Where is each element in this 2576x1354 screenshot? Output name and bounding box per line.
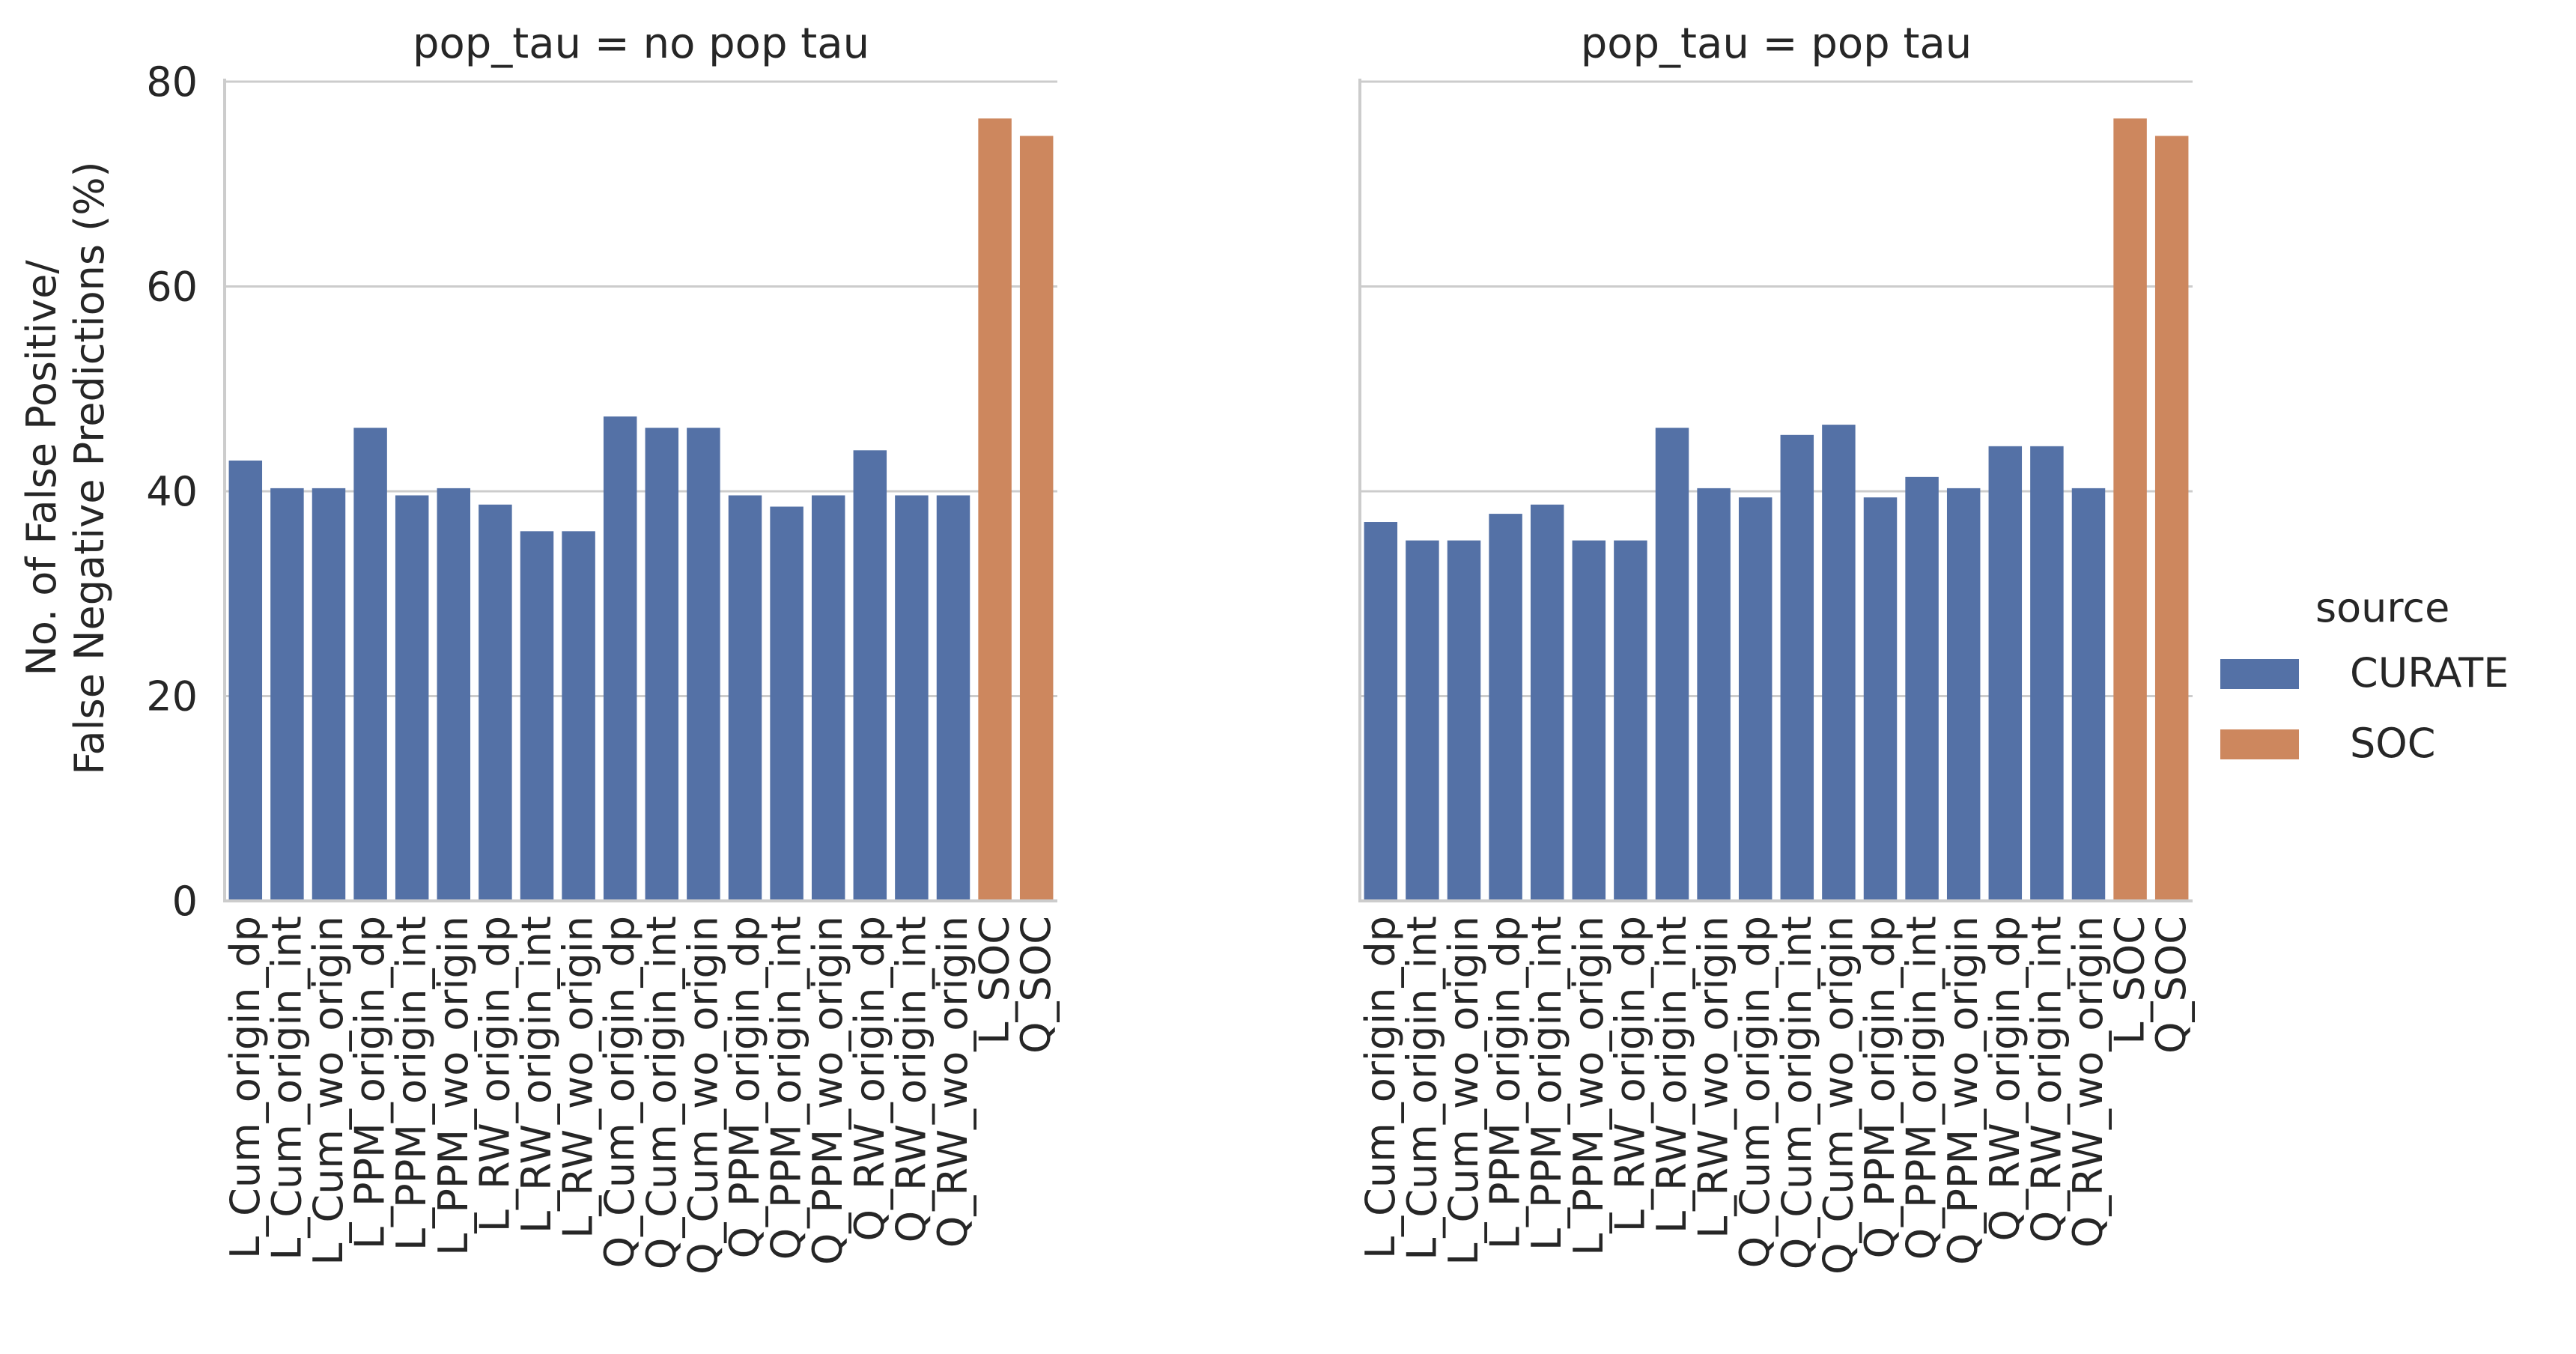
x-tick-label-L_PPM_wo_origin: L_PPM_wo_origin [1565, 916, 1612, 1256]
legend-swatch-soc [2220, 729, 2299, 759]
legend-label-soc: SOC [2350, 720, 2436, 767]
bar-L_PPM_origin_int [1530, 504, 1564, 901]
bar-Q_Cum_wo_origin [687, 428, 720, 901]
x-tick-label-Q_RW_origin_int: Q_RW_origin_int [887, 916, 935, 1242]
bar-Q_PPM_origin_int [770, 506, 804, 901]
x-tick-label-Q_PPM_wo_origin: Q_PPM_wo_origin [1939, 916, 1987, 1265]
bar-L_PPM_wo_origin [1572, 540, 1606, 901]
x-tick-label-Q_SOC: Q_SOC [1012, 916, 1060, 1054]
x-tick-label-Q_RW_origin_dp: Q_RW_origin_dp [1981, 916, 2029, 1242]
bar-Q_PPM_origin_dp [1863, 497, 1898, 901]
bar-L_RW_origin_int [520, 531, 554, 901]
x-tick-label-L_Cum_origin_int: L_Cum_origin_int [1398, 916, 1445, 1260]
bar-Q_SOC [2154, 136, 2189, 902]
bar-L_SOC [978, 118, 1012, 902]
bar-L_Cum_origin_int [1406, 540, 1439, 901]
x-tick-label-L_Cum_wo_origin: L_Cum_wo_origin [1440, 916, 1487, 1266]
legend-swatch-curate [2220, 659, 2299, 689]
bar-Q_PPM_wo_origin [1946, 488, 1981, 901]
bar-Q_RW_wo_origin [2071, 488, 2106, 901]
bar-Q_Cum_origin_int [645, 428, 679, 901]
y-axis-label-line-1: No. of False Positive/ [18, 260, 65, 676]
bar-L_RW_origin_dp [479, 504, 512, 901]
bar-Q_Cum_origin_dp [1738, 497, 1772, 901]
x-tick-label-Q_Cum_wo_origin: Q_Cum_wo_origin [1814, 916, 1862, 1275]
bar-Q_RW_wo_origin [936, 495, 970, 901]
bar-Q_Cum_origin_dp [603, 416, 637, 901]
panel-title-1: pop_tau = no pop tau [413, 19, 869, 68]
bar-Q_RW_origin_int [895, 495, 929, 901]
x-tick-label-L_PPM_wo_origin: L_PPM_wo_origin [430, 916, 477, 1256]
bar-Q_RW_origin_dp [853, 450, 887, 901]
bar-L_RW_wo_origin [562, 531, 595, 901]
panel-title-2: pop_tau = pop tau [1581, 19, 1972, 68]
bar-Q_RW_origin_int [2030, 446, 2064, 901]
x-tick-label-Q_Cum_origin_int: Q_Cum_origin_int [1773, 916, 1820, 1269]
x-tick-label-Q_RW_origin_dp: Q_RW_origin_dp [846, 916, 893, 1242]
panel-1: 0 20 40 60 80 L_Cum_origin_dpL_Cum_origin_int… [146, 19, 1060, 1275]
x-tick-label-L_Cum_origin_int: L_Cum_origin_int [263, 916, 310, 1260]
bar-Q_Cum_wo_origin [1822, 425, 1856, 901]
bar-L_PPM_origin_dp [353, 428, 387, 901]
x-tick-label-Q_RW_wo_origin: Q_RW_wo_origin [2065, 916, 2112, 1248]
bar-L_RW_wo_origin [1697, 488, 1731, 901]
bar-L_Cum_wo_origin [1447, 540, 1481, 901]
x-tick-label-L_PPM_origin_int: L_PPM_origin_int [388, 916, 435, 1251]
x-tick-label-L_RW_origin_int: L_RW_origin_int [513, 916, 560, 1233]
y-axis-label-line-2: False Negative Predictions (%) [66, 161, 113, 774]
x-tick-label-L_Cum_origin_dp: L_Cum_origin_dp [1357, 916, 1404, 1259]
y-tick-label-40: 40 [146, 468, 198, 515]
x-tick-label-L_RW_origin_dp: L_RW_origin_dp [1606, 916, 1653, 1232]
x-tick-label-L_RW_wo_origin: L_RW_wo_origin [555, 916, 602, 1239]
x-tick-label-L_SOC: L_SOC [971, 916, 1018, 1045]
x-tick-label-Q_PPM_origin_int: Q_PPM_origin_int [1898, 916, 1945, 1260]
x-tick-label-Q_PPM_origin_int: Q_PPM_origin_int [763, 916, 810, 1260]
x-tick-label-Q_RW_wo_origin: Q_RW_wo_origin [929, 916, 976, 1248]
x-tick-label-Q_PPM_origin_dp: Q_PPM_origin_dp [721, 916, 768, 1259]
bar-L_RW_origin_dp [1614, 540, 1647, 901]
x-tick-label-Q_Cum_origin_int: Q_Cum_origin_int [638, 916, 685, 1269]
x-tick-label-L_PPM_origin_dp: L_PPM_origin_dp [347, 916, 394, 1249]
x-tick-label-Q_SOC: Q_SOC [2148, 916, 2195, 1054]
bar-L_PPM_origin_int [395, 495, 429, 901]
y-tick-label-0: 0 [172, 878, 198, 925]
x-tick-label-Q_Cum_origin_dp: Q_Cum_origin_dp [1731, 916, 1778, 1268]
bar-Q_RW_origin_dp [1988, 446, 2023, 901]
legend: source CURATE SOC [2220, 584, 2509, 767]
bar-L_Cum_origin_int [270, 488, 304, 901]
y-tick-label-80: 80 [146, 58, 198, 106]
x-tick-label-L_Cum_wo_origin: L_Cum_wo_origin [305, 916, 352, 1266]
bar-L_Cum_origin_dp [1364, 522, 1398, 901]
x-tick-label-Q_RW_origin_int: Q_RW_origin_int [2023, 916, 2070, 1242]
bar-Q_PPM_origin_dp [728, 495, 762, 901]
x-tick-label-L_PPM_origin_int: L_PPM_origin_int [1523, 916, 1570, 1251]
legend-title: source [2315, 584, 2449, 631]
legend-label-curate: CURATE [2350, 649, 2509, 696]
y-tick-label-60: 60 [146, 264, 198, 311]
x-tick-label-Q_PPM_origin_dp: Q_PPM_origin_dp [1856, 916, 1904, 1259]
x-tick-label-Q_PPM_wo_origin: Q_PPM_wo_origin [804, 916, 851, 1265]
bar-Q_PPM_origin_int [1905, 476, 1939, 901]
bar-L_PPM_origin_dp [1489, 514, 1522, 901]
bar-L_PPM_wo_origin [437, 488, 471, 901]
bar-L_Cum_origin_dp [228, 460, 263, 901]
bar-Q_SOC [1019, 136, 1054, 902]
x-tick-label-L_RW_origin_dp: L_RW_origin_dp [471, 916, 518, 1232]
bar-L_SOC [2113, 118, 2147, 902]
bar-L_RW_origin_int [1655, 428, 1689, 901]
x-tick-label-Q_Cum_origin_dp: Q_Cum_origin_dp [596, 916, 643, 1268]
x-tick-label-L_SOC: L_SOC [2106, 916, 2154, 1045]
bar-Q_PPM_wo_origin [811, 495, 845, 901]
panel-2: L_Cum_origin_dpL_Cum_origin_intL_Cum_wo_… [1357, 19, 2195, 1275]
x-tick-label-L_RW_origin_int: L_RW_origin_int [1648, 916, 1695, 1233]
x-tick-label-L_Cum_origin_dp: L_Cum_origin_dp [222, 916, 269, 1259]
x-tick-label-L_RW_wo_origin: L_RW_wo_origin [1690, 916, 1737, 1239]
x-tick-label-L_PPM_origin_dp: L_PPM_origin_dp [1482, 916, 1529, 1249]
y-tick-label-20: 20 [146, 673, 198, 720]
bar-L_Cum_wo_origin [312, 488, 346, 901]
bar-Q_Cum_origin_int [1780, 434, 1814, 901]
x-tick-label-Q_Cum_wo_origin: Q_Cum_wo_origin [679, 916, 726, 1275]
